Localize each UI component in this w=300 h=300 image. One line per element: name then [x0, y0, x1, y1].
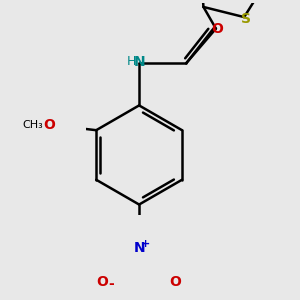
- Text: +: +: [140, 239, 150, 249]
- Text: N: N: [134, 55, 146, 68]
- Text: O: O: [169, 275, 181, 289]
- Text: -: -: [108, 277, 114, 291]
- Text: H: H: [127, 55, 136, 68]
- Text: S: S: [241, 12, 251, 26]
- Text: O: O: [97, 275, 109, 289]
- Text: N: N: [133, 242, 145, 255]
- Text: CH₃: CH₃: [22, 120, 43, 130]
- Text: O: O: [212, 22, 224, 36]
- Text: O: O: [44, 118, 56, 132]
